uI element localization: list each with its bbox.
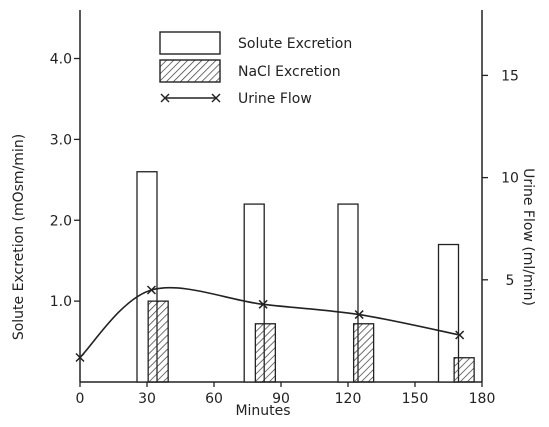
y-right-axis-title: Urine Flow (ml/min) <box>520 168 536 306</box>
y-right-tick-label: 10 <box>501 171 519 187</box>
marker-stroke <box>455 330 465 340</box>
x-tick-label: 90 <box>272 391 290 407</box>
x-tick-label: 150 <box>402 391 429 407</box>
marker-stroke <box>146 285 156 295</box>
tick-labels: 0 30 60 90 120 150 180 1.0 2.0 3.0 4.0 5 10 15 <box>50 52 519 407</box>
urine-flow-point <box>258 299 268 309</box>
y-left-tick-label: 1.0 <box>50 294 72 310</box>
urine-flow-point <box>146 285 156 295</box>
y-right-tick-label: 5 <box>506 273 515 289</box>
bar-nacl-excretion <box>254 323 277 383</box>
legend-label-solute: Solute Excretion <box>238 36 352 52</box>
x-tick-label: 60 <box>205 391 223 407</box>
legend: Solute Excretion NaCl Excretion Urine Fl… <box>159 31 352 107</box>
urine-flow-point <box>455 330 465 340</box>
x-axis-title: Minutes <box>235 403 290 419</box>
urine-flow-line <box>75 285 465 363</box>
y-left-axis-title: Solute Excretion (mOsm/min) <box>11 134 27 340</box>
marker-stroke <box>258 299 268 309</box>
x-tick-label: 120 <box>335 391 362 407</box>
legend-swatch-nacl <box>159 59 221 83</box>
bars <box>136 171 475 383</box>
legend-swatch-solute <box>159 31 221 55</box>
legend-label-nacl: NaCl Excretion <box>238 64 341 80</box>
marker-stroke <box>354 310 364 320</box>
bar-nacl-excretion <box>147 300 169 383</box>
x-tick-label: 0 <box>76 391 85 407</box>
y-left-tick-label: 3.0 <box>50 132 72 148</box>
legend-marker-urine-left <box>160 93 170 103</box>
bar-nacl-excretion <box>453 357 475 383</box>
bar-nacl-excretion <box>352 323 375 383</box>
marker-stroke <box>75 352 85 363</box>
y-left-tick-label: 2.0 <box>50 213 72 229</box>
y-right-tick-label: 15 <box>501 68 519 84</box>
x-tick-label: 180 <box>469 391 496 407</box>
urine-flow-point <box>75 352 85 363</box>
bar-solute-excretion <box>437 243 460 383</box>
legend-label-urine: Urine Flow <box>238 91 312 107</box>
x-tick-label: 30 <box>138 391 156 407</box>
legend-marker-urine-right <box>211 93 221 103</box>
y-left-tick-label: 4.0 <box>50 52 72 68</box>
urine-flow-point <box>354 310 364 320</box>
